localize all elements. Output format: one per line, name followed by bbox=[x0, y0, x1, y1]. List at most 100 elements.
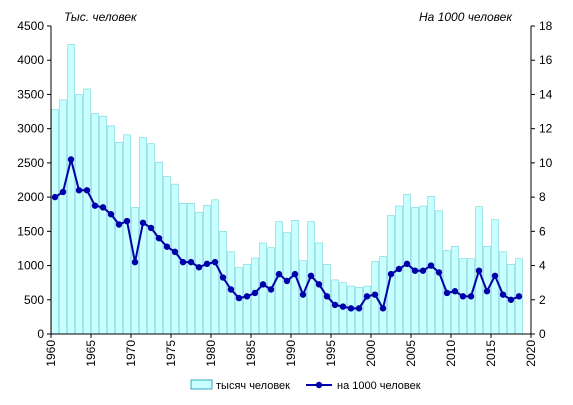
rate-point-1997 bbox=[347, 305, 355, 312]
rate-point-1989 bbox=[283, 277, 291, 285]
rate-point-2013 bbox=[475, 267, 483, 274]
bar-1960 bbox=[51, 109, 59, 335]
bar-1968 bbox=[115, 142, 123, 335]
right-tick-label: 8 bbox=[539, 190, 546, 204]
plot-area bbox=[51, 26, 531, 334]
legend-line-marker bbox=[315, 381, 323, 389]
legend-bar-swatch bbox=[190, 379, 213, 390]
rate-point-2009 bbox=[443, 289, 451, 297]
right-tick-label: 18 bbox=[539, 19, 553, 33]
rate-point-2016 bbox=[499, 291, 507, 298]
left-tick-label: 2000 bbox=[17, 190, 44, 204]
rate-point-2015 bbox=[491, 272, 499, 280]
rate-point-1985 bbox=[251, 289, 259, 297]
rate-point-1988 bbox=[275, 270, 283, 278]
rate-point-1961 bbox=[59, 188, 67, 196]
x-tick-label: 2020 bbox=[524, 340, 538, 367]
left-tick-label: 3500 bbox=[17, 87, 44, 101]
line-series bbox=[51, 156, 523, 312]
x-tick-label: 1975 bbox=[164, 340, 178, 367]
left-axis-ticks: 0 500 1000 1500 2000 2500 3000 3500 4000 4500 bbox=[17, 19, 51, 341]
x-tick-label: 1985 bbox=[244, 340, 258, 367]
rate-point-1980 bbox=[211, 258, 219, 266]
rate-point-1970 bbox=[131, 258, 139, 266]
left-tick-label: 3000 bbox=[17, 122, 44, 136]
x-tick-label: 1970 bbox=[124, 340, 138, 367]
legend-line-label: на 1000 человек bbox=[337, 380, 421, 392]
bar-1961 bbox=[59, 99, 67, 335]
rate-point-1984 bbox=[243, 293, 251, 300]
right-tick-label: 4 bbox=[539, 259, 546, 273]
rate-point-1971 bbox=[139, 219, 147, 226]
rate-point-2010 bbox=[451, 288, 459, 295]
right-tick-label: 14 bbox=[539, 87, 553, 101]
rate-point-2014 bbox=[483, 288, 491, 295]
bar-1975 bbox=[171, 183, 179, 335]
rate-point-1978 bbox=[195, 264, 203, 271]
rate-point-1987 bbox=[267, 286, 275, 293]
bar-1966 bbox=[99, 116, 107, 335]
rate-point-1968 bbox=[115, 221, 123, 228]
right-tick-label: 10 bbox=[539, 156, 553, 170]
rate-point-1996 bbox=[339, 303, 347, 310]
left-tick-label: 1000 bbox=[17, 259, 44, 273]
right-tick-label: 16 bbox=[539, 53, 553, 67]
right-axis-unit-label: На 1000 человек bbox=[419, 10, 513, 24]
bar-1979 bbox=[203, 205, 211, 335]
bar-1964 bbox=[83, 88, 91, 335]
rate-point-2003 bbox=[395, 265, 403, 273]
rate-point-1982 bbox=[227, 286, 235, 293]
bar-1963 bbox=[75, 94, 83, 335]
x-tick-label: 2010 bbox=[444, 340, 458, 367]
x-tick-label: 1965 bbox=[84, 340, 98, 367]
x-axis-ticks: 1960 1965 1970 1975 1980 1985 1990 1995 2000 2005… bbox=[44, 334, 538, 367]
bar-1974 bbox=[163, 176, 171, 335]
right-axis-ticks: 0 2 4 6 8 10 12 14 16 18 bbox=[531, 19, 553, 341]
x-tick-label: 1995 bbox=[324, 340, 338, 367]
rate-point-2006 bbox=[419, 267, 427, 274]
rate-point-1962 bbox=[67, 156, 75, 163]
left-tick-label: 1500 bbox=[17, 224, 44, 238]
bar-1965 bbox=[91, 113, 99, 335]
plot-background bbox=[51, 26, 531, 334]
rate-point-1977 bbox=[187, 258, 195, 266]
rate-point-1998 bbox=[355, 305, 363, 312]
rate-point-2017 bbox=[507, 296, 515, 303]
right-tick-label: 12 bbox=[539, 122, 553, 136]
rate-point-2007 bbox=[427, 262, 435, 269]
rate-point-1979 bbox=[203, 260, 211, 268]
rate-point-1967 bbox=[107, 211, 115, 218]
rate-point-2001 bbox=[379, 305, 387, 312]
rate-point-2005 bbox=[411, 267, 419, 274]
rate-point-1981 bbox=[219, 274, 227, 281]
rate-point-1969 bbox=[123, 217, 131, 225]
rate-point-1994 bbox=[323, 293, 331, 300]
rate-point-1993 bbox=[315, 281, 323, 288]
bar-1977 bbox=[187, 203, 195, 335]
x-tick-label: 1990 bbox=[284, 340, 298, 367]
x-tick-label: 2000 bbox=[364, 340, 378, 367]
bar-1986 bbox=[259, 242, 267, 335]
bar-1967 bbox=[107, 125, 115, 335]
left-tick-label: 500 bbox=[24, 293, 44, 307]
x-tick-label: 1980 bbox=[204, 340, 218, 367]
left-tick-label: 4500 bbox=[17, 19, 44, 33]
rate-point-1991 bbox=[299, 291, 307, 298]
rate-point-1974 bbox=[163, 243, 171, 250]
rate-point-1986 bbox=[259, 281, 267, 288]
right-tick-label: 0 bbox=[539, 327, 546, 341]
rate-point-2012 bbox=[467, 293, 475, 300]
legend-bar-label: тысяч человек bbox=[216, 380, 290, 392]
rate-point-1972 bbox=[147, 224, 155, 232]
left-tick-label: 4000 bbox=[17, 53, 44, 67]
rate-point-1999 bbox=[363, 293, 371, 300]
bar-1970 bbox=[131, 207, 139, 335]
rate-point-2018 bbox=[515, 293, 523, 300]
x-tick-label: 1960 bbox=[44, 340, 58, 367]
left-tick-label: 2500 bbox=[17, 156, 44, 170]
rate-point-1966 bbox=[99, 204, 107, 211]
rate-point-1975 bbox=[171, 248, 179, 256]
rate-point-1976 bbox=[179, 258, 187, 266]
